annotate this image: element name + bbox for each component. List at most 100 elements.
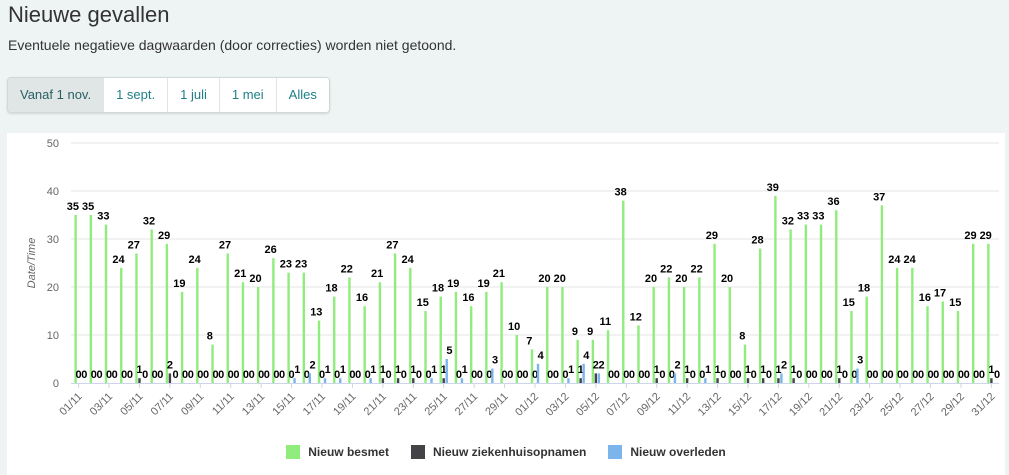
data-label-nieuw-besmet: 18	[325, 283, 337, 295]
data-label-nieuw-overleden: 0	[735, 369, 741, 381]
data-label-nieuw-ziekenhuisopnamen: 0	[699, 369, 705, 381]
data-label-nieuw-overleden: 0	[659, 369, 665, 381]
bar-nieuw-overleden	[293, 378, 296, 383]
legend-item-nieuw-overleden[interactable]: Nieuw overleden	[608, 445, 726, 459]
legend-label-nieuw-besmet: Nieuw besmet	[308, 445, 389, 459]
data-label-nieuw-overleden: 0	[811, 369, 817, 381]
bar-nieuw-besmet	[317, 320, 321, 383]
x-tick-label: 03/12	[544, 391, 572, 419]
data-label-nieuw-besmet: 10	[508, 321, 520, 333]
x-tick-label: 23/11	[392, 391, 419, 418]
data-label-nieuw-besmet: 12	[630, 311, 642, 323]
bar-nieuw-besmet	[348, 277, 351, 383]
data-label-nieuw-besmet: 24	[401, 254, 414, 266]
data-label-nieuw-besmet: 18	[858, 283, 870, 295]
x-tick-label: 05/12	[574, 391, 602, 419]
data-label-nieuw-overleden: 0	[933, 369, 939, 381]
data-label-nieuw-overleden: 0	[279, 369, 285, 381]
data-label-nieuw-ziekenhuisopnamen: 0	[973, 369, 979, 381]
tab-alles[interactable]: Alles	[276, 78, 329, 112]
data-label-nieuw-besmet: 35	[67, 201, 79, 213]
tab-1-sept[interactable]: 1 sept.	[104, 78, 169, 112]
tab-1-juli[interactable]: 1 juli	[168, 78, 220, 112]
x-tick-label: 17/12	[757, 391, 785, 419]
data-label-nieuw-ziekenhuisopnamen: 1	[441, 364, 447, 376]
data-label-nieuw-ziekenhuisopnamen: 0	[243, 369, 249, 381]
data-label-nieuw-ziekenhuisopnamen: 0	[289, 369, 295, 381]
data-label-nieuw-ziekenhuisopnamen: 0	[106, 369, 112, 381]
data-label-nieuw-besmet: 8	[207, 331, 213, 343]
data-label-nieuw-overleden: 0	[401, 369, 407, 381]
x-tick-label: 31/12	[970, 391, 998, 419]
y-tick-label: 10	[47, 330, 59, 342]
data-label-nieuw-overleden: 0	[827, 369, 833, 381]
data-label-nieuw-ziekenhuisopnamen: 0	[532, 369, 538, 381]
bar-nieuw-besmet	[819, 224, 823, 383]
data-label-nieuw-besmet: 20	[249, 273, 261, 285]
bar-nieuw-besmet	[302, 272, 306, 383]
data-label-nieuw-besmet: 19	[447, 278, 459, 290]
bar-nieuw-besmet	[667, 277, 671, 383]
data-label-nieuw-besmet: 33	[97, 211, 109, 223]
legend-item-nieuw-ziekenhuisopnamen[interactable]: Nieuw ziekenhuisopnamen	[410, 445, 587, 459]
chart-panel: 0 10 20 30 40 50 Date/Time 35 0 0 35 0 0 33 0 0 24 0 0 27 1 0…	[7, 133, 1005, 475]
data-label-nieuw-besmet: 39	[767, 182, 779, 194]
bar-nieuw-overleden	[369, 378, 372, 383]
legend-label-nieuw-ziekenhuisopnamen: Nieuw ziekenhuisopnamen	[432, 445, 587, 459]
data-label-nieuw-overleden: 1	[340, 364, 346, 376]
data-label-nieuw-ziekenhuisopnamen: 1	[395, 364, 401, 376]
data-label-nieuw-overleden: 0	[614, 369, 620, 381]
tab-vanaf-1-nov[interactable]: Vanaf 1 nov.	[8, 78, 105, 112]
x-tick-label: 21/11	[362, 391, 389, 418]
data-label-nieuw-ziekenhuisopnamen: 1	[714, 364, 720, 376]
bar-nieuw-overleden	[856, 368, 859, 383]
x-tick-label: 19/12	[787, 391, 815, 419]
data-label-nieuw-besmet: 20	[675, 273, 687, 285]
bar-nieuw-besmet	[104, 224, 108, 383]
data-label-nieuw-besmet: 8	[739, 331, 745, 343]
data-label-nieuw-overleden: 1	[431, 364, 437, 376]
data-label-nieuw-ziekenhuisopnamen: 0	[212, 369, 218, 381]
bar-nieuw-besmet	[713, 243, 716, 383]
bar-nieuw-besmet	[698, 277, 701, 383]
bar-nieuw-ziekenhuisopnamen	[746, 378, 750, 383]
tab-1-mei[interactable]: 1 mei	[219, 78, 277, 112]
data-label-nieuw-ziekenhuisopnamen: 0	[456, 369, 462, 381]
data-label-nieuw-besmet: 29	[158, 230, 170, 242]
data-label-nieuw-overleden: 0	[964, 369, 970, 381]
data-label-nieuw-ziekenhuisopnamen: 0	[121, 369, 127, 381]
legend-item-nieuw-besmet[interactable]: Nieuw besmet	[286, 445, 389, 459]
bar-nieuw-ziekenhuisopnamen	[838, 378, 841, 383]
bar-nieuw-besmet	[165, 243, 169, 383]
bar-nieuw-besmet	[728, 287, 731, 383]
data-label-nieuw-overleden: 1	[568, 364, 574, 376]
bar-nieuw-besmet	[424, 311, 427, 383]
data-label-nieuw-besmet: 20	[721, 273, 733, 285]
data-label-nieuw-besmet: 21	[493, 268, 505, 280]
data-label-nieuw-ziekenhuisopnamen: 0	[927, 369, 933, 381]
data-label-nieuw-besmet: 17	[934, 287, 946, 299]
data-label-nieuw-besmet: 22	[691, 263, 703, 275]
data-label-nieuw-overleden: 0	[872, 369, 878, 381]
x-tick-label: 15/12	[726, 391, 754, 419]
x-tick-label: 29/11	[483, 391, 510, 418]
data-label-nieuw-besmet: 23	[280, 259, 292, 271]
bar-nieuw-overleden	[673, 373, 677, 383]
x-tick-label: 17/11	[301, 391, 328, 418]
data-label-nieuw-overleden: 0	[203, 369, 209, 381]
data-label-nieuw-ziekenhuisopnamen: 0	[182, 369, 188, 381]
data-label-nieuw-besmet: 20	[538, 273, 550, 285]
data-label-nieuw-ziekenhuisopnamen: 0	[958, 369, 964, 381]
bar-nieuw-besmet	[576, 339, 579, 383]
data-label-nieuw-overleden: 4	[583, 350, 590, 362]
data-label-nieuw-ziekenhuisopnamen: 0	[608, 369, 614, 381]
bar-nieuw-besmet	[606, 330, 610, 383]
data-label-nieuw-besmet: 24	[888, 254, 901, 266]
bar-nieuw-overleden	[460, 378, 464, 383]
bar-nieuw-besmet	[789, 229, 792, 383]
data-label-nieuw-besmet: 27	[386, 239, 398, 251]
data-label-nieuw-besmet: 24	[188, 254, 201, 266]
data-label-nieuw-ziekenhuisopnamen: 0	[152, 369, 158, 381]
bar-nieuw-overleden	[597, 373, 601, 383]
data-label-nieuw-ziekenhuisopnamen: 0	[228, 369, 234, 381]
